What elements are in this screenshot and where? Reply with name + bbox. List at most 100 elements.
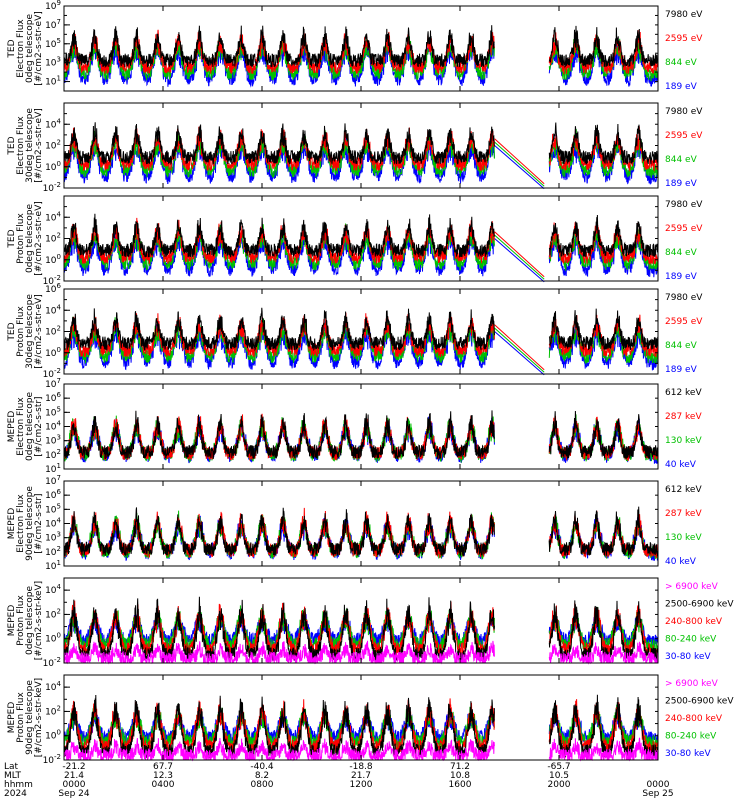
y-axis-label-line: 0deg telescope (25, 14, 35, 84)
legend-entry: 7980 eV (665, 10, 703, 20)
series-5-1 (63, 410, 659, 460)
legend-entry: 844 eV (665, 155, 698, 165)
x-row-value: 2000 (548, 780, 571, 790)
y-tick-label: 103 (45, 56, 61, 69)
series-1-1 (63, 25, 659, 69)
legend-entry: 7980 eV (665, 107, 703, 117)
gap-line-3-3 (494, 234, 545, 280)
y-tick-label: 104 (45, 117, 61, 130)
y-axis-label-line: MEPED (7, 605, 17, 637)
x-row-value: 0000 (63, 780, 86, 790)
y-tick-label: 104 (45, 303, 61, 316)
y-axis-label-line: 90deg telescope (25, 680, 35, 755)
y-tick-label: 10-2 (43, 181, 61, 194)
series-3-1 (63, 213, 659, 258)
legend-entry: 612 keV (665, 485, 702, 495)
gap-line-4-3 (494, 327, 545, 373)
series-7-1 (63, 640, 659, 665)
x-row-value: -65.7 (547, 762, 570, 772)
legend-entry: 844 eV (665, 341, 698, 351)
panel-8: 10-2 100 102 104 MEPED Proton Flux 90deg teles… (7, 674, 734, 766)
x-row-label: Lat (4, 762, 19, 772)
y-tick-label: 106 (45, 391, 61, 404)
legend-entry: 240-800 keV (665, 714, 723, 724)
y-tick-label: 105 (45, 405, 61, 418)
x-row-value: -21.2 (62, 762, 85, 772)
y-tick-label: 102 (45, 704, 61, 717)
legend-entry: 612 keV (665, 388, 702, 398)
y-axis-label-line: 30deg telescope (25, 294, 35, 369)
legend-entry: > 6900 keV (665, 582, 719, 592)
y-tick-label: 101 (45, 75, 61, 88)
y-tick-label: 100 (45, 729, 61, 742)
y-axis-label-line: TED (7, 39, 17, 58)
x-row-value: -18.8 (349, 762, 373, 772)
x-row-value: Sep 24 (58, 789, 90, 799)
y-axis-label-line: 90deg telescope (25, 486, 35, 561)
y-axis-label-line: 0deg telescope (25, 204, 35, 274)
panel-7: 10-2 100 102 104 MEPED Proton Flux 0deg telesc… (7, 577, 734, 669)
y-tick-label: 103 (45, 531, 61, 544)
x-row-label: 2024 (4, 789, 27, 799)
y-tick-label: 104 (45, 680, 61, 693)
gap-line-4-4 (494, 331, 545, 376)
y-axis-label-line: Proton Flux (16, 213, 26, 264)
x-row-value: 67.7 (153, 762, 173, 772)
y-tick-label: 104 (45, 420, 61, 433)
x-axis-labels: Lat -21.2 67.7 -40.4 -18.8 71.2 -65.7 MLT 21.4 12… (4, 762, 674, 799)
gap-line-2-4 (494, 145, 545, 190)
y-axis-label-line: Electron Flux (16, 494, 26, 553)
legend-entry: 30-80 keV (665, 652, 711, 662)
legend-entry: 240-800 keV (665, 617, 723, 627)
legend-entry: 189 eV (665, 365, 698, 375)
x-row-value: 1200 (350, 780, 373, 790)
x-row-value: -40.4 (250, 762, 274, 772)
x-row-value: 21.7 (351, 771, 371, 781)
legend-entry: 2595 eV (665, 317, 703, 327)
y-axis-label-line: 0deg telescope (25, 586, 35, 656)
x-row-value: 10.8 (450, 771, 470, 781)
y-axis-label-line: TED (7, 136, 17, 155)
y-axis-label-line: MEPED (7, 702, 17, 734)
legend-entry: 189 eV (665, 82, 698, 92)
legend-entry: 80-240 keV (665, 635, 717, 645)
y-tick-label: 107 (45, 18, 61, 31)
y-axis-label-line: 30deg telescope (25, 108, 35, 183)
x-row-value: 0400 (152, 780, 175, 790)
y-axis-label-line: Electron Flux (16, 397, 26, 456)
x-row-label: hhmm (4, 780, 33, 790)
y-tick-label: 102 (45, 607, 61, 620)
legend-entry: 844 eV (665, 248, 698, 258)
legend-entry: 7980 eV (665, 200, 703, 210)
legend-entry: 130 keV (665, 533, 702, 543)
gap-line-4-2 (494, 324, 545, 371)
y-axis-label-line: Proton Flux (16, 306, 26, 357)
legend-entry: 130 keV (665, 436, 702, 446)
y-tick-label: 107 (45, 474, 61, 487)
legend-entry: 40 keV (665, 460, 697, 470)
gap-line-2-3 (494, 141, 545, 187)
gap-line-3-4 (494, 238, 545, 283)
x-row-value: 8.2 (255, 771, 269, 781)
y-tick-label: 102 (45, 139, 61, 152)
legend-entry: 287 keV (665, 509, 702, 519)
panel-2: 10-2 100 102 104 TED Electron Flux 30deg teles… (7, 102, 703, 194)
y-axis-label-line: [#/cm2-s-str-eV] (34, 108, 44, 183)
y-axis-label-line: TED (7, 322, 17, 341)
y-axis-label-line: MEPED (7, 508, 17, 540)
y-tick-label: 102 (45, 448, 61, 461)
legend-entry: 844 eV (665, 58, 698, 68)
legend-entry: 2595 eV (665, 224, 703, 234)
y-axis-label-line: 0deg telescope (25, 392, 35, 462)
y-axis-label-line: TED (7, 229, 17, 248)
y-tick-label: 105 (45, 502, 61, 515)
y-axis-label-line: [#/cm2-s-str] (34, 493, 44, 553)
y-axis-label-line: Electron Flux (16, 19, 26, 78)
x-row-value: 0000 (647, 780, 670, 790)
panel-1: 101 103 105 107 109 TED Electron Flux 0deg tele… (7, 0, 703, 92)
y-tick-label: 109 (45, 0, 61, 12)
